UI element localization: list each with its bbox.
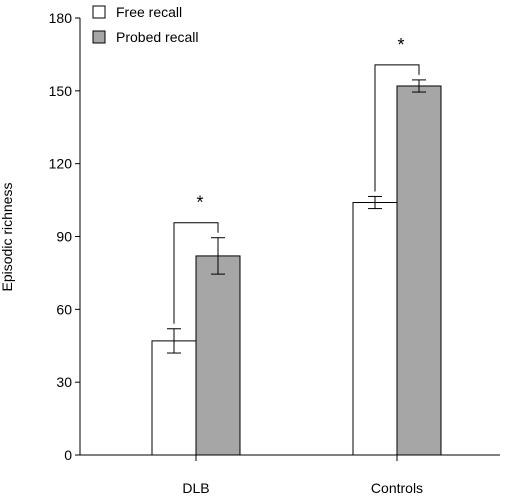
significance-asterisk: * — [196, 193, 203, 213]
legend-swatch — [92, 30, 106, 44]
bar-controls-probed-recall — [396, 85, 442, 456]
significance-bracket — [173, 222, 219, 324]
y-tick-label: 90 — [56, 229, 72, 245]
legend-swatch — [92, 5, 106, 19]
y-tick-label: 120 — [49, 156, 73, 172]
bar-dlb-probed-recall — [195, 255, 241, 456]
legend-label: Free recall — [116, 4, 182, 20]
axes: 0 30 60 90 120 150 180 DLB Controls — [49, 10, 500, 496]
y-tick-label: 0 — [64, 447, 72, 463]
x-tick-label: Controls — [371, 480, 423, 496]
significance-asterisk: * — [397, 35, 404, 55]
bar-controls-free-recall — [352, 202, 398, 456]
y-tick-label: 180 — [49, 10, 73, 26]
legend: Free recall Probed recall — [92, 4, 199, 45]
x-tick-label: DLB — [182, 480, 209, 496]
y-axis-label: Episodic richness — [0, 183, 15, 292]
y-tick-label: 60 — [56, 301, 72, 317]
y-tick-label: 30 — [56, 374, 72, 390]
significance-bracket — [374, 64, 420, 192]
y-tick-label: 150 — [49, 83, 73, 99]
legend-label: Probed recall — [116, 29, 199, 45]
bar-dlb-free-recall — [151, 340, 197, 456]
chart-marks: ** — [151, 35, 442, 456]
